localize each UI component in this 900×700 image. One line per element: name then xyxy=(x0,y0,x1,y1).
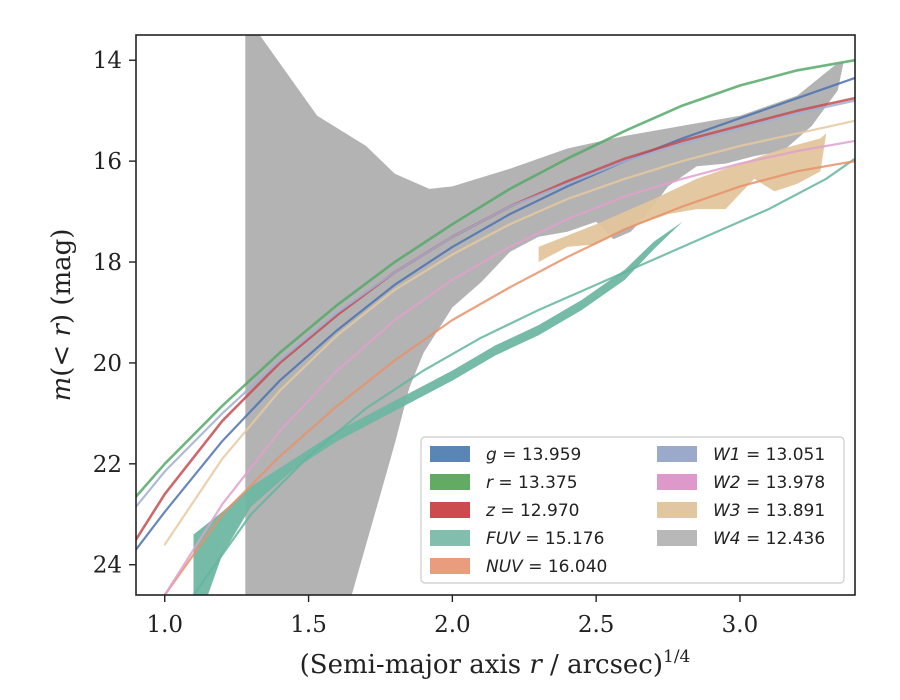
y-axis-ticks: 14 16 18 20 22 24 xyxy=(93,48,136,579)
series-line-r xyxy=(136,58,855,498)
y-tick-label: 22 xyxy=(93,452,122,478)
legend-swatch-r xyxy=(430,474,470,490)
legend-swatch-w1 xyxy=(657,446,697,462)
x-tick-label: 2.5 xyxy=(578,612,615,638)
legend-label-w3: W3 = 13.891 xyxy=(713,501,825,521)
legend-label-w2: W2 = 13.978 xyxy=(713,473,825,493)
y-axis-label: m(< r) (mag) xyxy=(47,229,77,402)
x-tick-label: 1.5 xyxy=(290,612,327,638)
legend-swatch-w2 xyxy=(657,474,697,490)
series-lines xyxy=(136,58,855,595)
series-line-w3 xyxy=(163,119,855,546)
y-tick-label: 14 xyxy=(93,48,122,74)
legend-swatch-z xyxy=(430,502,470,518)
y-tick-label: 20 xyxy=(93,351,122,377)
uncertainty-bands xyxy=(193,35,844,595)
series-line-w2 xyxy=(163,139,855,595)
y-tick-label: 24 xyxy=(93,553,122,579)
series-line-w1 xyxy=(136,99,855,508)
legend-swatch-nuv xyxy=(430,558,470,574)
legend-label-nuv: NUV = 16.040 xyxy=(486,557,607,577)
series-line-fuv xyxy=(192,157,855,595)
band-w3 xyxy=(538,133,827,262)
legend-frame xyxy=(420,436,845,584)
legend-swatch-g xyxy=(430,446,470,462)
y-tick-label: 16 xyxy=(93,149,122,175)
x-axis-label: (Semi-major axis r / arcsec)1/4 xyxy=(300,647,691,680)
legend-label-fuv: FUV = 15.176 xyxy=(486,529,604,549)
legend-label-z: z = 12.970 xyxy=(485,501,579,521)
series-line-nuv xyxy=(163,160,855,595)
x-tick-label: 3.0 xyxy=(722,612,759,638)
band-fuv xyxy=(193,221,683,595)
series-line-g xyxy=(136,76,855,551)
legend-label-r: r = 13.375 xyxy=(486,473,578,493)
plot-frame xyxy=(135,34,856,596)
legend-label-g: g = 13.959 xyxy=(486,445,581,465)
legend-label-w1: W1 = 13.051 xyxy=(713,445,825,465)
x-tick-label: 2.0 xyxy=(434,612,471,638)
legend-swatch-w3 xyxy=(657,502,697,518)
legend-label-w4: W4 = 12.436 xyxy=(713,529,825,549)
legend-swatch-w4 xyxy=(657,530,697,546)
x-tick-label: 1.0 xyxy=(146,612,183,638)
x-axis-ticks: 1.0 1.5 2.0 2.5 3.0 xyxy=(146,595,758,638)
y-tick-label: 18 xyxy=(93,250,122,276)
band-w4 xyxy=(245,35,844,595)
legend: g = 13.959 r = 13.375 z = 12.970 FUV = 15.1… xyxy=(420,436,845,584)
legend-swatch-fuv xyxy=(430,530,470,546)
plot-area xyxy=(136,35,855,595)
